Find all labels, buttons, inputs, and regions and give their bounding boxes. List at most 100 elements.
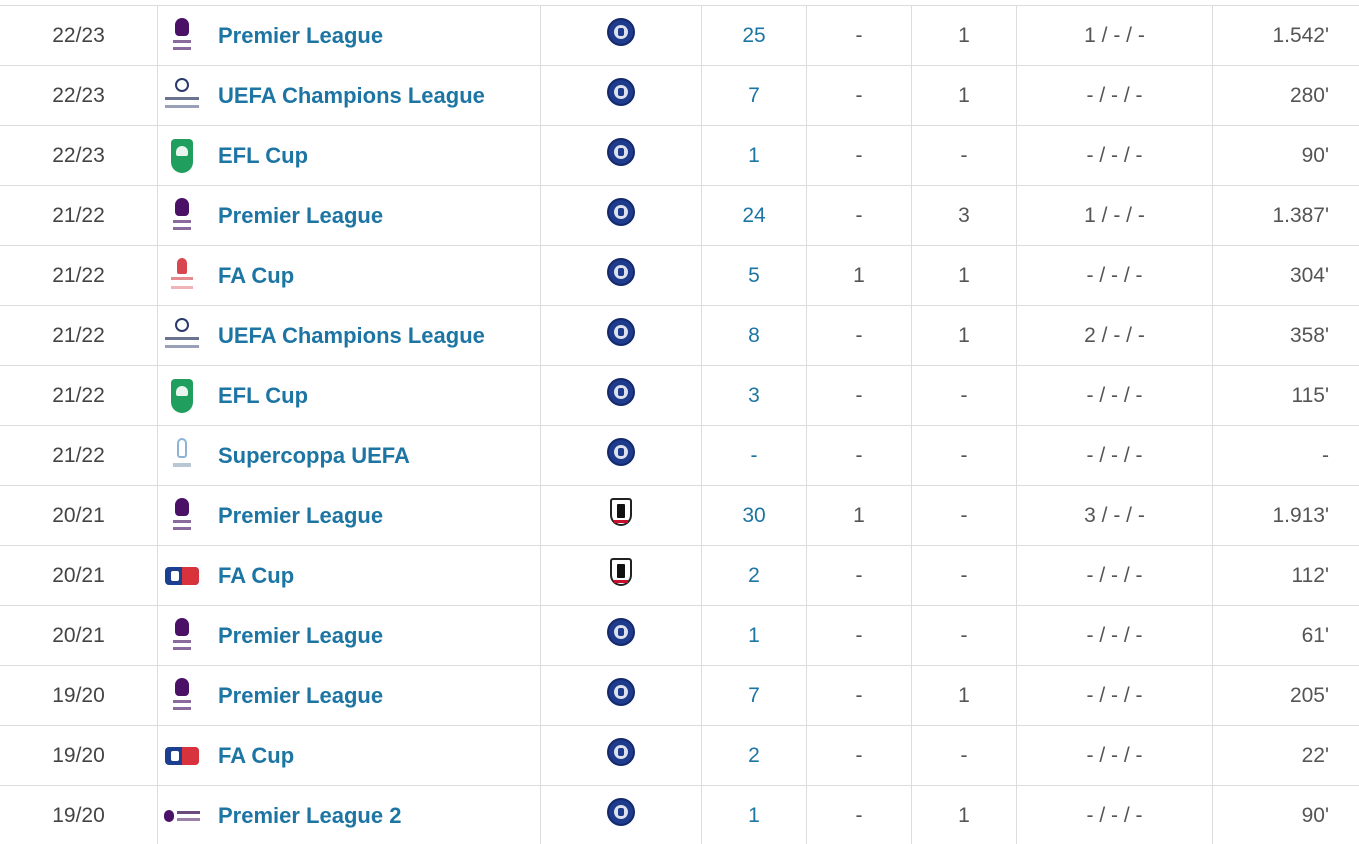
fulham-crest-icon[interactable] — [610, 497, 632, 526]
chelsea-crest-icon[interactable] — [607, 317, 635, 346]
competition-cell: Premier League — [158, 606, 541, 665]
assists-cell: 1 — [912, 306, 1017, 365]
competition-link[interactable]: FA Cup — [218, 262, 295, 288]
club-cell — [541, 546, 702, 605]
club-cell — [541, 246, 702, 305]
competition-link[interactable]: Premier League — [218, 202, 384, 228]
champions-league-icon[interactable] — [159, 77, 205, 114]
season-cell: 21/22 — [0, 246, 158, 305]
chelsea-crest-icon[interactable] — [607, 257, 635, 286]
appearances-cell: 5 — [702, 246, 807, 305]
minutes-cell: 1.913' — [1272, 503, 1329, 527]
competition-link[interactable]: Supercoppa UEFA — [218, 442, 410, 468]
minutes-cell: 304' — [1289, 263, 1329, 287]
table-row: 20/21 Premier League 1- - - / - / -61' — [0, 605, 1359, 665]
cards-cell: - / - / - — [1017, 666, 1213, 725]
cards-cell: - / - / - — [1017, 606, 1213, 665]
table-row: 20/21 FA Cup 2- - - / - / -112' — [0, 545, 1359, 605]
competition-link[interactable]: UEFA Champions League — [218, 322, 485, 348]
club-cell — [541, 186, 702, 245]
competition-cell: FA Cup — [158, 246, 541, 305]
appearances-link[interactable]: 30 — [742, 503, 766, 527]
competition-link[interactable]: EFL Cup — [218, 382, 309, 408]
season-cell: 20/21 — [0, 546, 158, 605]
chelsea-crest-icon[interactable] — [607, 137, 635, 166]
competition-link[interactable]: Premier League — [218, 622, 384, 648]
cards-cell: - / - / - — [1017, 246, 1213, 305]
season-cell: 19/20 — [0, 726, 158, 785]
goals-cell: - — [807, 306, 912, 365]
appearances-link[interactable]: 2 — [748, 563, 760, 587]
chelsea-crest-icon[interactable] — [607, 17, 635, 46]
premier-league-2-icon[interactable] — [159, 809, 205, 823]
cards-cell: - / - / - — [1017, 786, 1213, 844]
fulham-crest-icon[interactable] — [610, 557, 632, 586]
fa-cup-icon[interactable] — [159, 566, 205, 585]
table-row: 19/20 FA Cup 2- - - / - / -22' — [0, 725, 1359, 785]
competition-link[interactable]: UEFA Champions League — [218, 82, 485, 108]
competition-link[interactable]: FA Cup — [218, 562, 295, 588]
appearances-link[interactable]: 24 — [742, 203, 766, 227]
competition-link[interactable]: Premier League — [218, 22, 384, 48]
cards-cell: 2 / - / - — [1017, 306, 1213, 365]
cards-cell: 1 / - / - — [1017, 186, 1213, 245]
club-cell — [541, 726, 702, 785]
appearances-link[interactable]: 3 — [748, 383, 760, 407]
appearances-link[interactable]: 8 — [748, 323, 760, 347]
table-row: 22/23 Premier League 25 -1 1 / - / - 1.542' — [0, 5, 1359, 65]
premier-league-icon[interactable] — [159, 197, 205, 234]
competition-link[interactable]: Premier League 2 — [218, 802, 402, 828]
chelsea-crest-icon[interactable] — [607, 617, 635, 646]
appearances-cell: 7 — [702, 666, 807, 725]
appearances-link[interactable]: - — [750, 443, 758, 467]
assists-cell: 1 — [912, 786, 1017, 844]
appearances-cell: 2 — [702, 726, 807, 785]
chelsea-crest-icon[interactable] — [607, 737, 635, 766]
appearances-cell: 3 — [702, 366, 807, 425]
club-cell — [541, 66, 702, 125]
chelsea-crest-icon[interactable] — [607, 437, 635, 466]
chelsea-crest-icon[interactable] — [607, 797, 635, 826]
uefa-super-cup-icon[interactable] — [159, 437, 205, 474]
premier-league-icon[interactable] — [159, 617, 205, 654]
club-cell — [541, 366, 702, 425]
assists-cell: 1 — [912, 66, 1017, 125]
efl-cup-icon[interactable] — [159, 378, 205, 413]
chelsea-crest-icon[interactable] — [607, 677, 635, 706]
appearances-link[interactable]: 25 — [742, 23, 766, 47]
competition-cell: Premier League — [158, 666, 541, 725]
goals-cell: - — [807, 366, 912, 425]
appearances-link[interactable]: 7 — [748, 83, 760, 107]
minutes-cell: 22' — [1301, 743, 1329, 767]
premier-league-icon[interactable] — [159, 497, 205, 534]
cards-cell: 1 / - / - — [1017, 6, 1213, 65]
season-cell: 20/21 — [0, 486, 158, 545]
chelsea-crest-icon[interactable] — [607, 197, 635, 226]
premier-league-icon[interactable] — [159, 677, 205, 714]
efl-cup-icon[interactable] — [159, 138, 205, 173]
competition-link[interactable]: EFL Cup — [218, 142, 309, 168]
fa-cup-old-icon[interactable] — [159, 257, 205, 294]
club-cell — [541, 6, 702, 65]
fa-cup-icon[interactable] — [159, 746, 205, 765]
appearances-link[interactable]: 2 — [748, 743, 760, 767]
appearances-link[interactable]: 5 — [748, 263, 760, 287]
chelsea-crest-icon[interactable] — [607, 377, 635, 406]
chelsea-crest-icon[interactable] — [607, 77, 635, 106]
club-cell — [541, 486, 702, 545]
assists-cell: 1 — [912, 6, 1017, 65]
competition-link[interactable]: Premier League — [218, 502, 384, 528]
appearances-link[interactable]: 1 — [748, 623, 760, 647]
competition-cell: Premier League 2 — [158, 786, 541, 844]
appearances-cell: 2 — [702, 546, 807, 605]
appearances-link[interactable]: 1 — [748, 803, 760, 827]
premier-league-icon[interactable] — [159, 17, 205, 54]
appearances-link[interactable]: 1 — [748, 143, 760, 167]
table-row: 21/22 Supercoppa UEFA - - - - / - / -- — [0, 425, 1359, 485]
club-cell — [541, 666, 702, 725]
competition-link[interactable]: FA Cup — [218, 742, 295, 768]
table-row: 19/20 Premier League 7 -1- / - / - 205' — [0, 665, 1359, 725]
competition-link[interactable]: Premier League — [218, 682, 384, 708]
appearances-link[interactable]: 7 — [748, 683, 760, 707]
champions-league-icon[interactable] — [159, 317, 205, 354]
